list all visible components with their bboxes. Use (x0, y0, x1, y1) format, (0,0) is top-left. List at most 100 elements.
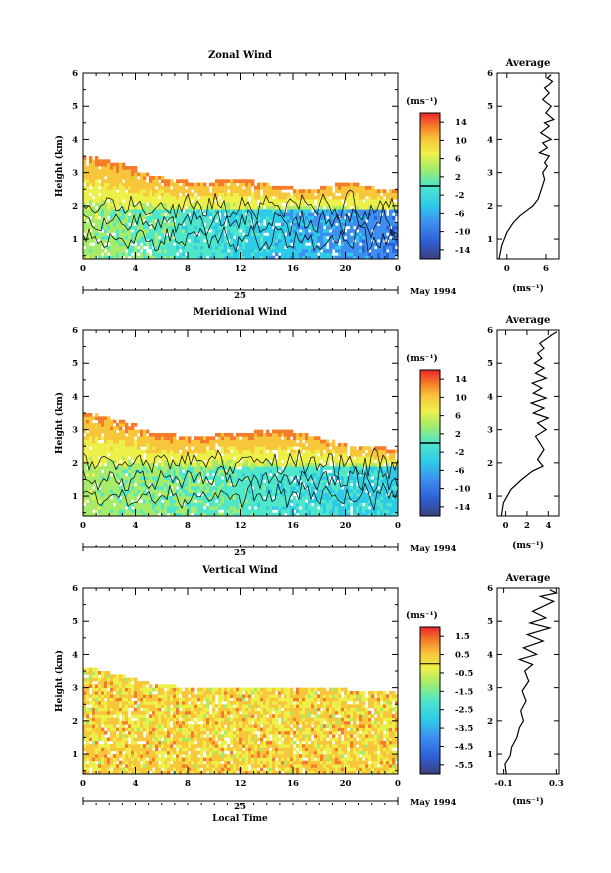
heatmap-cell (290, 232, 294, 237)
heatmap-cell (83, 449, 87, 454)
heatmap-cell (155, 439, 159, 444)
heatmap-cell (164, 242, 168, 247)
heatmap-cell (83, 499, 87, 504)
heatmap-cell (371, 252, 375, 257)
heatmap-cell (299, 512, 303, 516)
heatmap-cell (140, 456, 144, 460)
colorbar-tick-label: 6 (455, 412, 461, 422)
heatmap-cell (206, 506, 210, 510)
heatmap-cell (380, 235, 384, 240)
heatmap-cell (350, 222, 354, 227)
heatmap-cell (188, 232, 192, 237)
heatmap-cell (338, 249, 342, 253)
heatmap-cell (89, 222, 93, 227)
heatmap-cell (137, 205, 141, 210)
heatmap-cell (164, 182, 168, 187)
heatmap-cell (221, 512, 225, 516)
heatmap-cell (182, 512, 186, 516)
heatmap-cell (212, 205, 216, 210)
profile-y-tick-label: 6 (487, 69, 493, 79)
heatmap-cell (236, 496, 240, 500)
heatmap-cell (188, 509, 192, 514)
heatmap-cell (212, 212, 216, 217)
heatmap-cell (383, 229, 387, 233)
heatmap-cell (323, 212, 327, 217)
heatmap-cell (242, 189, 246, 193)
heatmap-cell (131, 502, 135, 507)
heatmap-cell (179, 486, 183, 490)
heatmap-cell (95, 156, 99, 160)
heatmap-cell (395, 449, 398, 454)
heatmap-cell (350, 195, 354, 200)
heatmap-cell (164, 492, 168, 497)
heatmap-cell (311, 245, 315, 250)
heatmap-cell (107, 225, 111, 230)
heatmap-cell (110, 192, 114, 197)
heatmap-cell (254, 209, 258, 213)
heatmap-cell (251, 452, 255, 457)
heatmap-cell (92, 432, 96, 437)
heatmap-cell (200, 479, 204, 484)
heatmap-cell (302, 199, 306, 203)
heatmap-cell (188, 459, 192, 464)
heatmap-cell (170, 439, 174, 444)
heatmap-cell (248, 252, 252, 257)
heatmap-cell (137, 255, 141, 259)
heatmap-cell (338, 182, 342, 187)
heatmap-cell (383, 469, 387, 474)
heatmap-cell (101, 416, 105, 421)
heatmap-cell (320, 192, 324, 197)
heatmap-cell (377, 209, 381, 213)
heatmap-cell (311, 476, 315, 480)
heatmap-cell (182, 509, 186, 514)
heatmap-cell (269, 486, 273, 490)
heatmap-cell (257, 212, 261, 217)
heatmap-cell (98, 169, 102, 174)
heatmap-cell (197, 486, 201, 490)
heatmap-cell (167, 502, 171, 507)
heatmap-cell (329, 212, 333, 217)
heatmap-cell (95, 452, 99, 457)
heatmap-cell (320, 239, 324, 243)
heatmap-cell (377, 449, 381, 454)
heatmap-cell (227, 199, 231, 203)
heatmap-cell (350, 192, 354, 197)
heatmap-cell (353, 219, 357, 223)
heatmap-cell (164, 179, 168, 184)
heatmap-cell (158, 175, 162, 180)
heatmap-cell (140, 205, 144, 210)
heatmap-cell (314, 452, 318, 457)
heatmap-cell (251, 229, 255, 233)
heatmap-cell (158, 219, 162, 223)
heatmap-cell (338, 185, 342, 190)
heatmap-cell (176, 506, 180, 510)
heatmap-cell (326, 486, 330, 490)
heatmap-cell (92, 189, 96, 193)
heatmap-cell (155, 209, 159, 213)
heatmap-cell (125, 423, 129, 427)
heatmap-cell (350, 446, 354, 450)
heatmap-cell (320, 222, 324, 227)
heatmap-cell (374, 502, 378, 507)
heatmap-cell (287, 222, 291, 227)
heatmap-cell (92, 232, 96, 237)
heatmap-cell (383, 496, 387, 500)
heatmap-cell (179, 229, 183, 233)
heatmap-cell (173, 432, 177, 437)
heatmap-cell (203, 219, 207, 223)
heatmap-cell (374, 252, 378, 257)
heatmap-cell (146, 462, 150, 467)
heatmap-cell (98, 509, 102, 514)
heatmap-cell (173, 459, 177, 464)
heatmap-cell (317, 215, 321, 220)
heatmap-cell (293, 205, 297, 210)
heatmap-cell (281, 512, 285, 516)
heatmap-cell (122, 222, 126, 227)
colorbar-tick-label: -10 (455, 485, 470, 495)
heatmap-cell (356, 202, 360, 207)
heatmap-cell (107, 423, 111, 427)
heatmap-cell (89, 156, 93, 160)
heatmap-cell (224, 496, 228, 500)
heatmap-cell (161, 245, 165, 250)
heatmap-cell (350, 466, 354, 470)
